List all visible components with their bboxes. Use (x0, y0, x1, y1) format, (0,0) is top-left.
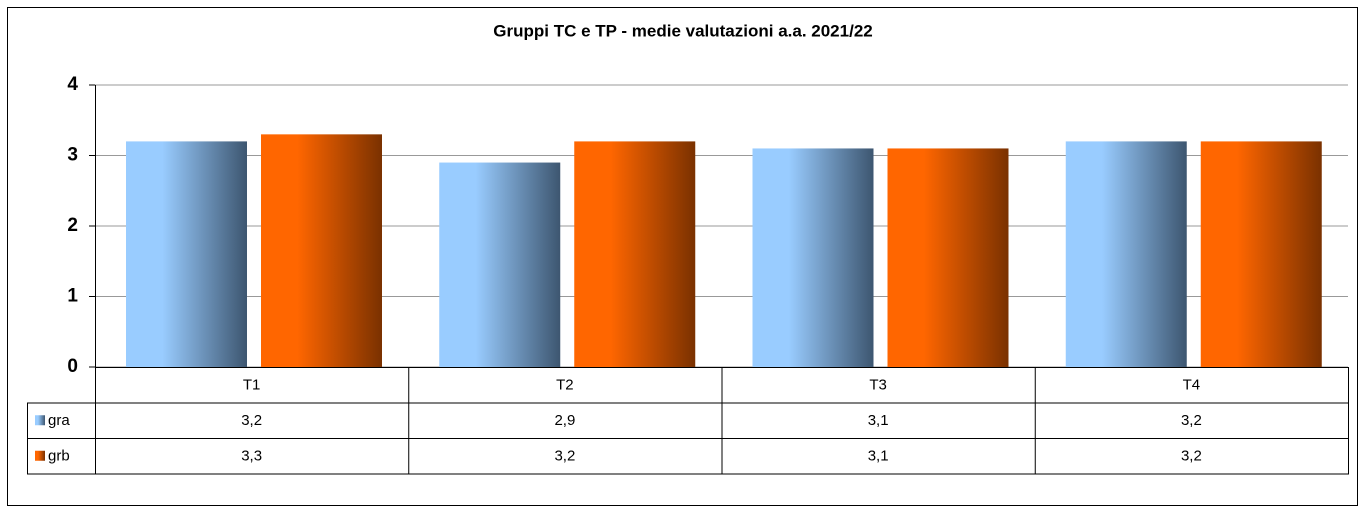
data-label: 3,2 (554, 448, 575, 465)
data-label: 3,1 (868, 412, 889, 429)
y-tick-label: 0 (67, 356, 78, 377)
y-tick-label: 3 (67, 145, 78, 166)
bar (887, 148, 1009, 367)
legend-swatch (35, 415, 45, 426)
y-tick-label: 1 (67, 286, 78, 307)
y-tick-label: 2 (67, 215, 78, 236)
bar (439, 162, 561, 367)
x-tick-label: T4 (1183, 377, 1201, 394)
legend-label: gra (48, 412, 70, 429)
data-label: 3,1 (868, 448, 889, 465)
x-tick-label: T1 (243, 377, 261, 394)
bar (261, 134, 382, 367)
x-tick-label: T2 (556, 377, 574, 394)
legend-label: grb (48, 448, 70, 465)
data-label: 3,3 (241, 448, 262, 465)
x-tick-label: T3 (869, 377, 887, 394)
y-tick-label: 4 (67, 74, 78, 95)
data-label: 3,2 (241, 412, 262, 429)
bar (1065, 141, 1187, 367)
data-label: 2,9 (554, 412, 575, 429)
bar (574, 141, 696, 367)
chart-title: Gruppi TC e TP - medie valutazioni a.a. … (493, 21, 872, 40)
bar (752, 148, 874, 367)
legend-swatch (35, 450, 45, 461)
data-label: 3,2 (1181, 412, 1202, 429)
data-label: 3,2 (1181, 448, 1202, 465)
bar (1200, 141, 1322, 367)
bar (126, 141, 247, 367)
